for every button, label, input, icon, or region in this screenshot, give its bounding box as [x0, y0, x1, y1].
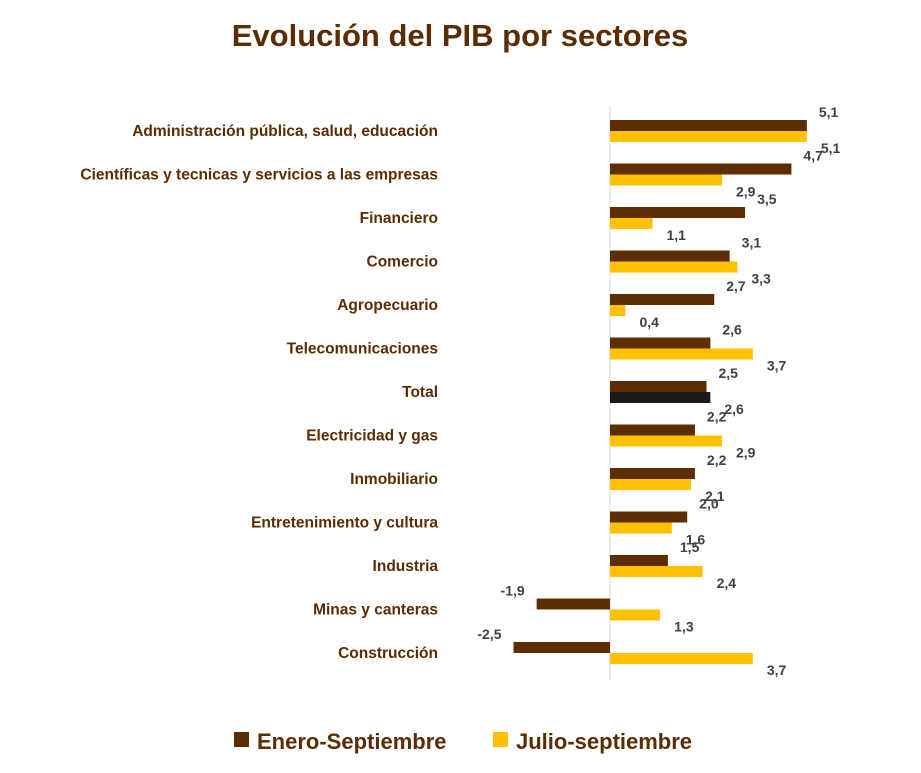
- legend-label-julio-septiembre: Julio-septiembre: [516, 729, 692, 754]
- data-label: 2,0: [699, 496, 719, 512]
- bar-enero-septiembre: [610, 207, 746, 218]
- bar-julio-septiembre: [610, 522, 672, 534]
- data-label: 2,6: [724, 401, 744, 417]
- data-label: 3,3: [751, 271, 771, 287]
- bar-enero-septiembre: [610, 163, 792, 175]
- category-label: Electricidad y gas: [306, 428, 438, 445]
- data-label: 1,3: [674, 619, 694, 635]
- bar-julio-septiembre: [610, 392, 711, 403]
- bar-julio-septiembre: [610, 653, 753, 664]
- category-label: Total: [402, 384, 438, 401]
- bar-julio-septiembre: [610, 218, 653, 229]
- bar-enero-septiembre: [536, 598, 610, 610]
- bar-enero-septiembre: [610, 294, 715, 305]
- category-label: Entretenimiento y cultura: [251, 515, 438, 532]
- bar-julio-septiembre: [610, 479, 692, 490]
- data-label: 1,5: [680, 539, 700, 555]
- bar-julio-septiembre: [610, 131, 807, 142]
- category-label: Construcción: [338, 645, 438, 662]
- bar-julio-septiembre: [610, 566, 703, 577]
- data-label: 2,4: [717, 575, 737, 591]
- category-label: Telecomunicaciones: [287, 341, 438, 358]
- bar-julio-septiembre: [610, 435, 722, 447]
- bar-enero-septiembre: [610, 120, 807, 131]
- bar-julio-septiembre: [610, 174, 722, 186]
- data-label: 1,6: [686, 532, 706, 548]
- data-label: 2,1: [705, 488, 725, 504]
- category-label: Inmobiliario: [350, 471, 438, 488]
- data-label: 3,7: [767, 662, 787, 678]
- data-label: 3,5: [757, 191, 777, 207]
- data-label: 2,9: [736, 184, 756, 200]
- data-label: 5,1: [819, 104, 839, 120]
- category-label: Comercio: [367, 254, 439, 271]
- legend-swatch-enero-septiembre: [234, 732, 249, 747]
- data-label: 2,2: [707, 409, 727, 425]
- category-label: Financiero: [360, 210, 438, 227]
- data-label: 2,6: [722, 322, 742, 338]
- category-label: Minas y canteras: [313, 602, 438, 619]
- legend-label-enero-septiembre: Enero-Septiembre: [257, 729, 447, 754]
- data-label: 5,1: [821, 140, 841, 156]
- bar-enero-septiembre: [610, 250, 730, 262]
- bar-julio-septiembre: [610, 609, 661, 621]
- bar-enero-septiembre: [513, 642, 610, 653]
- bar-julio-septiembre: [610, 261, 738, 273]
- data-label: 2,9: [736, 445, 756, 461]
- bar-enero-septiembre: [610, 555, 668, 566]
- data-label: 1,1: [666, 227, 686, 243]
- data-label: -1,9: [501, 583, 525, 599]
- data-label: 0,4: [639, 314, 659, 330]
- data-label: 4,7: [803, 148, 823, 164]
- data-label: 2,5: [719, 365, 739, 381]
- bar-enero-septiembre: [610, 381, 707, 392]
- bar-enero-septiembre: [610, 511, 688, 523]
- data-label: 3,1: [742, 235, 762, 251]
- chart-title: Evolución del PIB por sectores: [232, 18, 689, 53]
- bar-enero-septiembre: [610, 468, 695, 479]
- category-label: Administración pública, salud, educación: [132, 123, 438, 140]
- bar-enero-septiembre: [610, 424, 695, 436]
- category-label: Científicas y tecnicas y servicios a las…: [80, 167, 438, 184]
- data-label: 2,7: [726, 278, 746, 294]
- plot-area: Administración pública, salud, educación…: [80, 104, 841, 680]
- legend-swatch-julio-septiembre: [493, 732, 508, 747]
- data-label: -2,5: [477, 626, 501, 642]
- bar-enero-septiembre: [610, 337, 711, 349]
- bar-julio-septiembre: [610, 348, 753, 360]
- data-label: 2,2: [707, 452, 727, 468]
- bar-julio-septiembre: [610, 305, 626, 316]
- data-label: 3,7: [767, 358, 787, 374]
- legend: Enero-Septiembre Julio-septiembre: [234, 729, 692, 754]
- category-label: Industria: [373, 558, 439, 575]
- category-label: Agropecuario: [337, 297, 438, 314]
